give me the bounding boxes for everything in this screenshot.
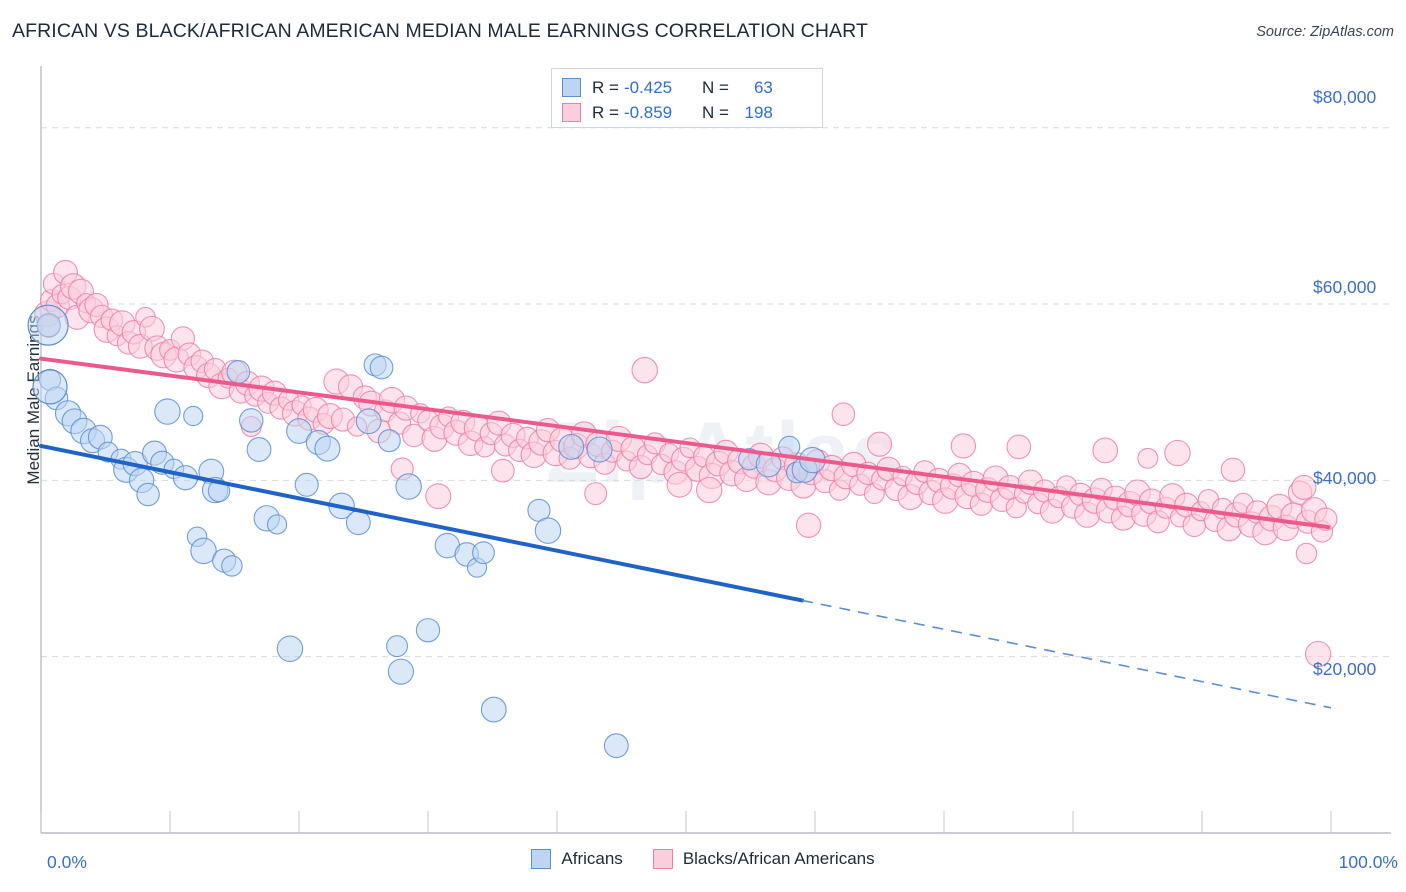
data-point [1304, 640, 1332, 668]
r-value: -0.859 [623, 102, 673, 122]
data-point [345, 510, 371, 536]
data-point [534, 517, 562, 544]
series-label-africans: Africans [561, 849, 623, 868]
y-tick-label-60000: $60,000 [1313, 277, 1377, 297]
data-point [294, 472, 319, 497]
data-point [395, 473, 422, 500]
data-point [387, 658, 415, 685]
data-point [866, 431, 893, 457]
data-point [369, 355, 394, 380]
x-axis-min-label: 0.0% [47, 852, 87, 872]
r-value: -0.425 [623, 77, 673, 97]
correlation-row-blacks: R = -0.859 N = 198 [562, 100, 812, 125]
series-swatch-africans-icon [531, 849, 552, 869]
data-point [584, 482, 608, 506]
data-point [586, 436, 613, 463]
page-title: AFRICAN VS BLACK/AFRICAN AMERICAN MEDIAN… [12, 20, 868, 42]
data-point [1006, 434, 1032, 460]
data-point [1295, 542, 1318, 565]
n-value: 63 [753, 77, 773, 97]
data-point [666, 471, 693, 498]
data-point [276, 635, 304, 662]
data-point [490, 458, 515, 483]
correlation-row-africans: R = -0.425 N = 63 [562, 75, 812, 100]
legend-swatch-blacks-icon [562, 103, 581, 122]
data-point [795, 512, 822, 538]
data-point [183, 405, 204, 427]
data-point [695, 476, 723, 504]
n-label: N = [701, 77, 729, 97]
trendline-extension-africans [801, 599, 1332, 709]
r-label: R = [592, 102, 619, 122]
series-blacks-african-americans [34, 259, 1338, 668]
data-point [377, 429, 401, 453]
data-point [27, 304, 69, 346]
data-point [226, 360, 251, 384]
data-point [266, 514, 288, 535]
data-point [831, 402, 856, 427]
data-point [221, 555, 243, 577]
legend-swatch-africans-icon [562, 78, 581, 97]
data-point [32, 369, 68, 405]
x-axis-max-label: 100.0% [1338, 852, 1398, 872]
series-swatch-blacks-icon [652, 849, 673, 869]
source-attribution: Source: ZipAtlas.com [1256, 24, 1394, 40]
data-point [1164, 439, 1191, 467]
data-point [154, 398, 181, 425]
trendline-africans [39, 443, 805, 603]
data-point [1220, 457, 1246, 483]
data-point [1092, 437, 1119, 464]
data-point [286, 418, 312, 444]
data-point [558, 433, 585, 460]
correlation-legend: R = -0.425 N = 63 R = -0.859 N = 198 [551, 68, 823, 128]
r-label: R = [592, 77, 619, 97]
data-point [386, 635, 409, 658]
data-point [136, 482, 160, 507]
data-point [950, 433, 977, 459]
y-tick-label-80000: $80,000 [1313, 87, 1377, 107]
legend-item-africans[interactable]: Africans [531, 849, 623, 869]
trendline-blacks-african-americans [39, 356, 1331, 530]
data-point [603, 733, 629, 759]
legend-item-blacks-african-americans[interactable]: Blacks/African Americans [652, 849, 875, 869]
y-tick-label-20000: $20,000 [1313, 659, 1377, 679]
data-point [425, 483, 452, 510]
series-label-blacks-african-americans: Blacks/African Americans [682, 849, 875, 868]
data-point [246, 437, 272, 462]
n-value: 198 [744, 102, 773, 122]
y-tick-label-40000: $40,000 [1313, 468, 1377, 488]
data-point [239, 408, 264, 433]
data-point [472, 541, 495, 565]
data-point [314, 435, 341, 462]
series-africans [36, 313, 826, 759]
data-point [1291, 474, 1317, 500]
series-legend: Africans Blacks/African Americans [0, 849, 1406, 869]
data-point [631, 356, 658, 384]
data-point [415, 618, 441, 643]
data-point [1137, 447, 1159, 469]
data-point [190, 537, 217, 565]
n-label: N = [701, 102, 729, 122]
data-point [355, 408, 382, 435]
data-point [480, 696, 507, 723]
